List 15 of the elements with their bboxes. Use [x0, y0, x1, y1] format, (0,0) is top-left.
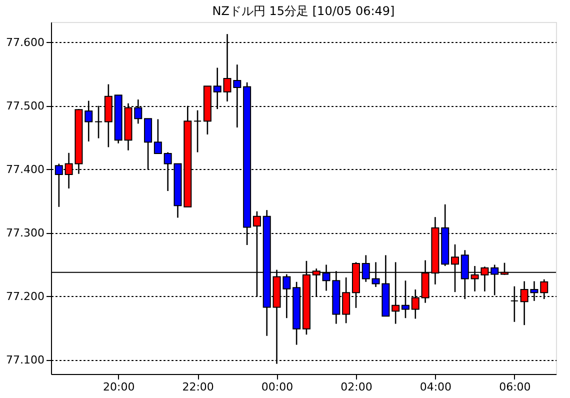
y-tick-label: 77.400	[6, 162, 44, 176]
y-tick-label: 77.200	[6, 290, 44, 303]
x-tick-label: 06:00	[499, 380, 531, 394]
chart-title: NZドル円 15分足 [10/05 06:49]	[212, 4, 395, 18]
candlestick	[154, 118, 162, 154]
x-tick-label: 22:00	[182, 380, 214, 394]
y-tick-label: 77.500	[6, 99, 44, 112]
x-tick-label: 20:00	[102, 380, 135, 394]
candlestick	[194, 110, 202, 153]
y-tick-label: 77.300	[6, 226, 44, 240]
x-tick-label: 00:00	[261, 380, 294, 394]
y-tick-label: 77.600	[6, 36, 44, 49]
y-tick-label: 77.100	[6, 354, 44, 367]
x-tick-label: 04:00	[420, 380, 452, 394]
x-tick-label: 02:00	[340, 380, 372, 394]
